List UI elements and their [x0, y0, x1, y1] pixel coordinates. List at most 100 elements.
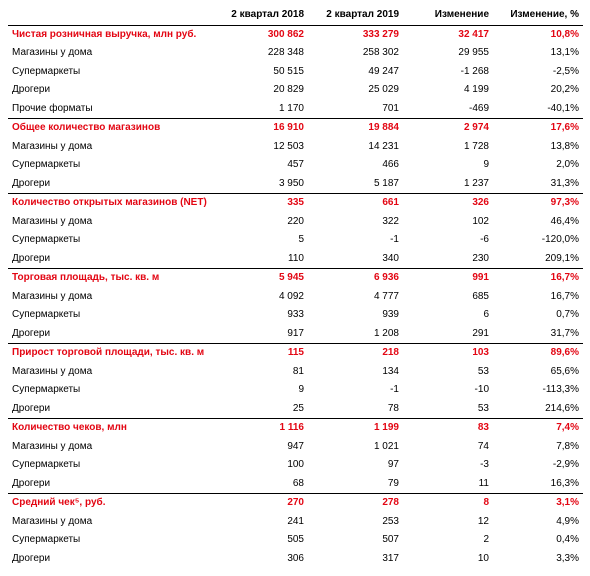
- section-q2019: 218: [308, 344, 403, 363]
- row-q2018: 933: [213, 306, 308, 325]
- section-q2018: 1 116: [213, 419, 308, 438]
- section-change-pct: 3,1%: [493, 494, 583, 513]
- row-q2019: 253: [308, 513, 403, 532]
- section-title: Прирост торговой площади, тыс. кв. м: [8, 344, 213, 363]
- row-q2018: 3 950: [213, 175, 308, 194]
- col-header-change-pct: Изменение, %: [493, 6, 583, 25]
- section-change-pct: 7,4%: [493, 419, 583, 438]
- row-label: Дрогери: [8, 475, 213, 494]
- row-change-pct: 31,3%: [493, 175, 583, 194]
- row-q2019: 317: [308, 550, 403, 569]
- row-change-pct: -2,5%: [493, 63, 583, 82]
- row-change: 2: [403, 531, 493, 550]
- table-row: Дрогери3 9505 1871 23731,3%: [8, 175, 583, 194]
- table-row: Супермаркеты50 51549 247-1 268-2,5%: [8, 63, 583, 82]
- row-q2018: 306: [213, 550, 308, 569]
- row-change: 1 728: [403, 138, 493, 157]
- row-label: Дрогери: [8, 175, 213, 194]
- table-row: Дрогери257853214,6%: [8, 400, 583, 419]
- section-change-pct: 10,8%: [493, 25, 583, 44]
- row-q2019: -1: [308, 381, 403, 400]
- row-q2019: 134: [308, 363, 403, 382]
- row-q2019: 4 777: [308, 288, 403, 307]
- row-change-pct: 2,0%: [493, 156, 583, 175]
- section-title: Общее количество магазинов: [8, 119, 213, 138]
- row-q2018: 917: [213, 325, 308, 344]
- row-change: -1 268: [403, 63, 493, 82]
- row-q2018: 110: [213, 250, 308, 269]
- row-change: 291: [403, 325, 493, 344]
- row-label: Магазины у дома: [8, 513, 213, 532]
- section-q2018: 335: [213, 194, 308, 213]
- row-q2019: 701: [308, 100, 403, 119]
- table-row: Магазины у дома811345365,6%: [8, 363, 583, 382]
- row-q2018: 228 348: [213, 44, 308, 63]
- row-change: 12: [403, 513, 493, 532]
- section-row: Прирост торговой площади, тыс. кв. м1152…: [8, 344, 583, 363]
- row-q2019: 5 187: [308, 175, 403, 194]
- row-change: 11: [403, 475, 493, 494]
- table-row: Магазины у дома12 50314 2311 72813,8%: [8, 138, 583, 157]
- section-change: 2 974: [403, 119, 493, 138]
- section-q2019: 278: [308, 494, 403, 513]
- row-q2018: 241: [213, 513, 308, 532]
- row-q2018: 505: [213, 531, 308, 550]
- section-q2018: 5 945: [213, 269, 308, 288]
- row-change: -3: [403, 456, 493, 475]
- row-label: Дрогери: [8, 81, 213, 100]
- row-q2019: 322: [308, 213, 403, 232]
- row-q2018: 1 170: [213, 100, 308, 119]
- section-row: Средний чек⁵, руб.27027883,1%: [8, 494, 583, 513]
- col-header-q2018: 2 квартал 2018: [213, 6, 308, 25]
- row-q2019: 78: [308, 400, 403, 419]
- section-title: Торговая площадь, тыс. кв. м: [8, 269, 213, 288]
- row-change-pct: 4,9%: [493, 513, 583, 532]
- row-change-pct: -2,9%: [493, 456, 583, 475]
- section-title: Количество чеков, млн: [8, 419, 213, 438]
- row-change-pct: -113,3%: [493, 381, 583, 400]
- row-label: Супермаркеты: [8, 231, 213, 250]
- table-row: Дрогери306317103,3%: [8, 550, 583, 569]
- row-q2018: 20 829: [213, 81, 308, 100]
- section-change-pct: 89,6%: [493, 344, 583, 363]
- row-label: Дрогери: [8, 250, 213, 269]
- row-change-pct: -40,1%: [493, 100, 583, 119]
- table-row: Дрогери68791116,3%: [8, 475, 583, 494]
- row-change-pct: 16,7%: [493, 288, 583, 307]
- col-header-label: [8, 6, 213, 25]
- row-q2019: 1 021: [308, 438, 403, 457]
- row-q2019: 1 208: [308, 325, 403, 344]
- section-change: 103: [403, 344, 493, 363]
- row-label: Магазины у дома: [8, 44, 213, 63]
- row-label: Дрогери: [8, 400, 213, 419]
- row-change-pct: -120,0%: [493, 231, 583, 250]
- row-label: Супермаркеты: [8, 381, 213, 400]
- section-row: Торговая площадь, тыс. кв. м5 9456 93699…: [8, 269, 583, 288]
- row-label: Дрогери: [8, 325, 213, 344]
- table-row: Магазины у дома22032210246,4%: [8, 213, 583, 232]
- table-row: Магазины у дома241253124,9%: [8, 513, 583, 532]
- section-q2019: 1 199: [308, 419, 403, 438]
- section-q2019: 333 279: [308, 25, 403, 44]
- section-q2019: 661: [308, 194, 403, 213]
- row-change-pct: 7,8%: [493, 438, 583, 457]
- row-change-pct: 16,3%: [493, 475, 583, 494]
- row-q2019: 25 029: [308, 81, 403, 100]
- row-q2018: 220: [213, 213, 308, 232]
- row-q2018: 9: [213, 381, 308, 400]
- section-change-pct: 16,7%: [493, 269, 583, 288]
- row-q2018: 81: [213, 363, 308, 382]
- row-change-pct: 214,6%: [493, 400, 583, 419]
- row-label: Магазины у дома: [8, 138, 213, 157]
- section-change: 991: [403, 269, 493, 288]
- row-q2019: 340: [308, 250, 403, 269]
- table-body: Чистая розничная выручка, млн руб.300 86…: [8, 25, 583, 568]
- row-change: -469: [403, 100, 493, 119]
- row-q2019: 49 247: [308, 63, 403, 82]
- row-change-pct: 209,1%: [493, 250, 583, 269]
- table-row: Прочие форматы1 170701-469-40,1%: [8, 100, 583, 119]
- row-label: Магазины у дома: [8, 363, 213, 382]
- row-q2019: 79: [308, 475, 403, 494]
- row-q2018: 100: [213, 456, 308, 475]
- table-row: Магазины у дома4 0924 77768516,7%: [8, 288, 583, 307]
